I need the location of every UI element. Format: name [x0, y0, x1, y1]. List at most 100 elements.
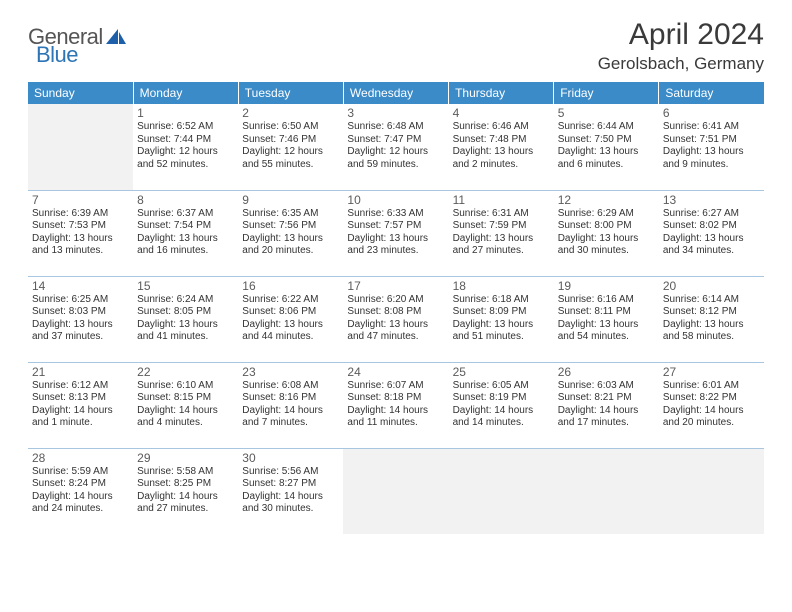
- sunset-line: Sunset: 8:09 PM: [453, 306, 550, 319]
- calendar-day-cell: 6Sunrise: 6:41 AMSunset: 7:51 PMDaylight…: [659, 104, 764, 190]
- calendar-week-row: 28Sunrise: 5:59 AMSunset: 8:24 PMDayligh…: [28, 448, 764, 534]
- day-number: 15: [137, 279, 234, 293]
- day-number: 3: [347, 106, 444, 120]
- sunset-line: Sunset: 8:22 PM: [663, 392, 760, 405]
- sunset-line: Sunset: 8:08 PM: [347, 306, 444, 319]
- daylight-line-2: and 37 minutes.: [32, 331, 129, 344]
- sunrise-line: Sunrise: 6:31 AM: [453, 208, 550, 221]
- weekday-header: Monday: [133, 82, 238, 104]
- daylight-line-1: Daylight: 13 hours: [137, 233, 234, 246]
- calendar-day-cell: 3Sunrise: 6:48 AMSunset: 7:47 PMDaylight…: [343, 104, 448, 190]
- weekday-header: Sunday: [28, 82, 133, 104]
- sunset-line: Sunset: 8:02 PM: [663, 220, 760, 233]
- weekday-header: Thursday: [449, 82, 554, 104]
- daylight-line-2: and 11 minutes.: [347, 417, 444, 430]
- calendar-day-cell: 18Sunrise: 6:18 AMSunset: 8:09 PMDayligh…: [449, 276, 554, 362]
- daylight-line-1: Daylight: 13 hours: [453, 146, 550, 159]
- daylight-line-1: Daylight: 13 hours: [453, 319, 550, 332]
- day-number: 4: [453, 106, 550, 120]
- daylight-line-1: Daylight: 13 hours: [137, 319, 234, 332]
- calendar-day-cell: 5Sunrise: 6:44 AMSunset: 7:50 PMDaylight…: [554, 104, 659, 190]
- day-number: 9: [242, 193, 339, 207]
- daylight-line-2: and 30 minutes.: [242, 503, 339, 516]
- calendar-day-cell: 17Sunrise: 6:20 AMSunset: 8:08 PMDayligh…: [343, 276, 448, 362]
- sunrise-line: Sunrise: 6:22 AM: [242, 294, 339, 307]
- daylight-line-1: Daylight: 14 hours: [242, 405, 339, 418]
- daylight-line-1: Daylight: 13 hours: [663, 233, 760, 246]
- daylight-line-1: Daylight: 14 hours: [32, 405, 129, 418]
- calendar-day-cell: 19Sunrise: 6:16 AMSunset: 8:11 PMDayligh…: [554, 276, 659, 362]
- daylight-line-1: Daylight: 12 hours: [347, 146, 444, 159]
- calendar-week-row: 21Sunrise: 6:12 AMSunset: 8:13 PMDayligh…: [28, 362, 764, 448]
- daylight-line-2: and 54 minutes.: [558, 331, 655, 344]
- daylight-line-2: and 44 minutes.: [242, 331, 339, 344]
- calendar-day-cell: 8Sunrise: 6:37 AMSunset: 7:54 PMDaylight…: [133, 190, 238, 276]
- day-number: 6: [663, 106, 760, 120]
- sunset-line: Sunset: 7:54 PM: [137, 220, 234, 233]
- logo-line2: Blue: [36, 42, 78, 68]
- calendar-week-row: 1Sunrise: 6:52 AMSunset: 7:44 PMDaylight…: [28, 104, 764, 190]
- daylight-line-1: Daylight: 14 hours: [347, 405, 444, 418]
- daylight-line-2: and 47 minutes.: [347, 331, 444, 344]
- daylight-line-1: Daylight: 13 hours: [663, 319, 760, 332]
- calendar-table: SundayMondayTuesdayWednesdayThursdayFrid…: [28, 82, 764, 534]
- sunrise-line: Sunrise: 6:01 AM: [663, 380, 760, 393]
- sunrise-line: Sunrise: 6:24 AM: [137, 294, 234, 307]
- daylight-line-2: and 52 minutes.: [137, 159, 234, 172]
- sunset-line: Sunset: 8:18 PM: [347, 392, 444, 405]
- sunset-line: Sunset: 8:12 PM: [663, 306, 760, 319]
- calendar-empty-cell: [554, 448, 659, 534]
- calendar-day-cell: 14Sunrise: 6:25 AMSunset: 8:03 PMDayligh…: [28, 276, 133, 362]
- daylight-line-1: Daylight: 14 hours: [663, 405, 760, 418]
- sunset-line: Sunset: 7:57 PM: [347, 220, 444, 233]
- sunrise-line: Sunrise: 6:14 AM: [663, 294, 760, 307]
- daylight-line-2: and 16 minutes.: [137, 245, 234, 258]
- calendar-header-row: SundayMondayTuesdayWednesdayThursdayFrid…: [28, 82, 764, 104]
- weekday-header: Saturday: [659, 82, 764, 104]
- daylight-line-2: and 30 minutes.: [558, 245, 655, 258]
- sunrise-line: Sunrise: 6:44 AM: [558, 121, 655, 134]
- sunset-line: Sunset: 8:13 PM: [32, 392, 129, 405]
- sunset-line: Sunset: 8:16 PM: [242, 392, 339, 405]
- day-number: 30: [242, 451, 339, 465]
- day-number: 14: [32, 279, 129, 293]
- sunrise-line: Sunrise: 6:05 AM: [453, 380, 550, 393]
- daylight-line-1: Daylight: 14 hours: [32, 491, 129, 504]
- calendar-day-cell: 21Sunrise: 6:12 AMSunset: 8:13 PMDayligh…: [28, 362, 133, 448]
- sunset-line: Sunset: 8:06 PM: [242, 306, 339, 319]
- sunset-line: Sunset: 8:19 PM: [453, 392, 550, 405]
- calendar-day-cell: 1Sunrise: 6:52 AMSunset: 7:44 PMDaylight…: [133, 104, 238, 190]
- day-number: 26: [558, 365, 655, 379]
- daylight-line-2: and 27 minutes.: [137, 503, 234, 516]
- daylight-line-1: Daylight: 13 hours: [242, 319, 339, 332]
- day-number: 18: [453, 279, 550, 293]
- sunset-line: Sunset: 7:53 PM: [32, 220, 129, 233]
- calendar-body: 1Sunrise: 6:52 AMSunset: 7:44 PMDaylight…: [28, 104, 764, 534]
- calendar-empty-cell: [449, 448, 554, 534]
- daylight-line-2: and 34 minutes.: [663, 245, 760, 258]
- day-number: 21: [32, 365, 129, 379]
- calendar-day-cell: 16Sunrise: 6:22 AMSunset: 8:06 PMDayligh…: [238, 276, 343, 362]
- daylight-line-1: Daylight: 13 hours: [32, 233, 129, 246]
- daylight-line-1: Daylight: 13 hours: [558, 146, 655, 159]
- calendar-day-cell: 23Sunrise: 6:08 AMSunset: 8:16 PMDayligh…: [238, 362, 343, 448]
- day-number: 19: [558, 279, 655, 293]
- daylight-line-2: and 51 minutes.: [453, 331, 550, 344]
- sunrise-line: Sunrise: 6:35 AM: [242, 208, 339, 221]
- daylight-line-1: Daylight: 13 hours: [453, 233, 550, 246]
- sunset-line: Sunset: 7:51 PM: [663, 134, 760, 147]
- sunset-line: Sunset: 7:56 PM: [242, 220, 339, 233]
- page-title: April 2024: [598, 18, 764, 52]
- sunrise-line: Sunrise: 6:46 AM: [453, 121, 550, 134]
- calendar-empty-cell: [343, 448, 448, 534]
- sunrise-line: Sunrise: 5:59 AM: [32, 466, 129, 479]
- sunset-line: Sunset: 8:03 PM: [32, 306, 129, 319]
- daylight-line-2: and 9 minutes.: [663, 159, 760, 172]
- sunrise-line: Sunrise: 6:29 AM: [558, 208, 655, 221]
- daylight-line-1: Daylight: 14 hours: [137, 405, 234, 418]
- calendar-day-cell: 27Sunrise: 6:01 AMSunset: 8:22 PMDayligh…: [659, 362, 764, 448]
- daylight-line-2: and 27 minutes.: [453, 245, 550, 258]
- weekday-header: Wednesday: [343, 82, 448, 104]
- calendar-day-cell: 13Sunrise: 6:27 AMSunset: 8:02 PMDayligh…: [659, 190, 764, 276]
- day-number: 5: [558, 106, 655, 120]
